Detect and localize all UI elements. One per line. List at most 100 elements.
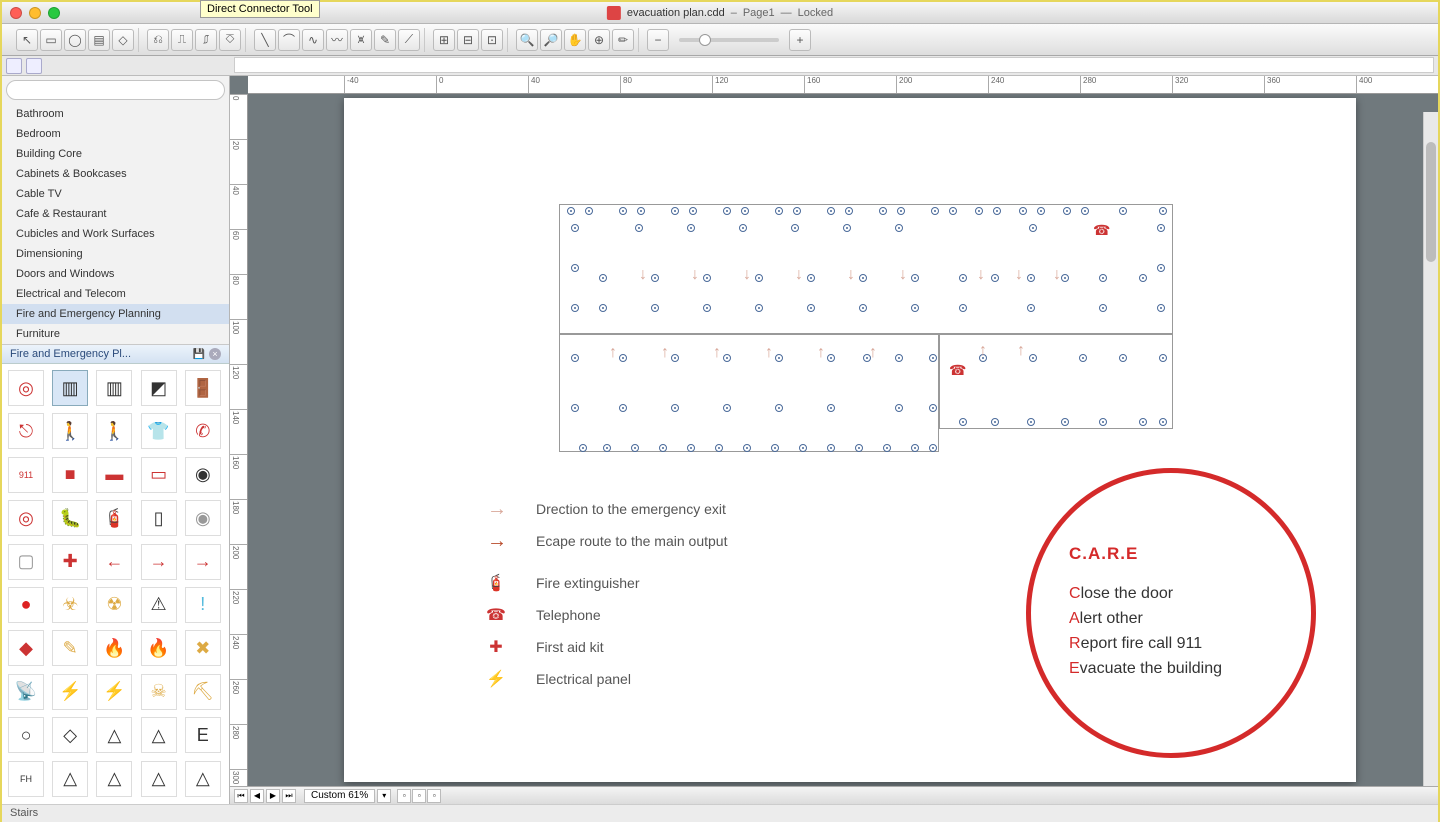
shape-item[interactable]: 🧯: [96, 500, 132, 536]
shape-item[interactable]: ▭: [141, 457, 177, 493]
spline-tool[interactable]: 〰: [326, 29, 348, 51]
shape-item[interactable]: ▯: [141, 500, 177, 536]
shape-item[interactable]: ✆: [185, 413, 221, 449]
zoom-display[interactable]: Custom 61%: [304, 789, 375, 803]
shape-item[interactable]: →: [141, 544, 177, 580]
library-list-icon[interactable]: [26, 58, 42, 74]
shape-item[interactable]: ▥: [52, 370, 88, 406]
line-tool[interactable]: ╲: [254, 29, 276, 51]
shape-item[interactable]: ○: [8, 717, 44, 753]
category-item[interactable]: Cubicles and Work Surfaces: [2, 224, 229, 244]
connector-tool-1[interactable]: ⎌: [147, 29, 169, 51]
ungroup-tool[interactable]: ⊟: [457, 29, 479, 51]
shape-item[interactable]: ☠: [141, 674, 177, 710]
category-item[interactable]: Cable TV: [2, 184, 229, 204]
bezier-tool[interactable]: ⟋: [398, 29, 420, 51]
shape-item[interactable]: 📡: [8, 674, 44, 710]
category-item[interactable]: Building Core: [2, 144, 229, 164]
shape-item[interactable]: ◇: [52, 717, 88, 753]
ellipse-tool[interactable]: ◯: [64, 29, 86, 51]
panel-save-icon[interactable]: 💾: [193, 349, 205, 360]
shape-item[interactable]: 🐛: [52, 500, 88, 536]
search-input[interactable]: [6, 80, 225, 100]
scrollbar-thumb[interactable]: [1426, 142, 1436, 262]
text-tool[interactable]: ▤: [88, 29, 110, 51]
shape-item[interactable]: ◉: [185, 500, 221, 536]
shape-item[interactable]: ⎋: [8, 413, 44, 449]
page-next-button[interactable]: ▶: [266, 789, 280, 803]
snap-tool[interactable]: ⊕: [588, 29, 610, 51]
shape-item[interactable]: ▬: [96, 457, 132, 493]
page-last-button[interactable]: ⏭: [282, 789, 296, 803]
view-mode-3[interactable]: ▫: [427, 789, 441, 803]
shape-item[interactable]: ←: [96, 544, 132, 580]
shape-item[interactable]: 🚶: [96, 413, 132, 449]
shape-item[interactable]: ◉: [185, 457, 221, 493]
pointer-tool[interactable]: ↖: [16, 29, 38, 51]
library-view-icon[interactable]: [6, 58, 22, 74]
shape-item[interactable]: ⚡: [96, 674, 132, 710]
zoom-out-tool[interactable]: 🔎: [540, 29, 562, 51]
category-item[interactable]: Cafe & Restaurant: [2, 204, 229, 224]
zoom-in-tool[interactable]: 🔍: [516, 29, 538, 51]
shape-item[interactable]: ✖: [185, 630, 221, 666]
panel-close-icon[interactable]: ×: [209, 348, 221, 360]
shape-item[interactable]: △: [52, 761, 88, 797]
close-window-button[interactable]: [10, 7, 22, 19]
shape-item[interactable]: !: [185, 587, 221, 623]
shape-item[interactable]: ⚡: [52, 674, 88, 710]
category-item[interactable]: Bedroom: [2, 124, 229, 144]
zoom-slider-thumb[interactable]: [699, 34, 711, 46]
connector-tool-2[interactable]: ⎍: [171, 29, 193, 51]
freehand-tool[interactable]: ✎: [374, 29, 396, 51]
category-item[interactable]: Cabinets & Bookcases: [2, 164, 229, 184]
category-item[interactable]: Doors and Windows: [2, 264, 229, 284]
shape-item[interactable]: 911: [8, 457, 44, 493]
zoom-slider[interactable]: [679, 38, 779, 42]
connector-tool-4[interactable]: ⎏: [219, 29, 241, 51]
page-prev-button[interactable]: ◀: [250, 789, 264, 803]
shape-tool[interactable]: ◇: [112, 29, 134, 51]
shape-item[interactable]: ◎: [8, 370, 44, 406]
page-first-button[interactable]: ⏮: [234, 789, 248, 803]
rect-tool[interactable]: ▭: [40, 29, 62, 51]
shape-item[interactable]: ■: [52, 457, 88, 493]
shape-item[interactable]: ✎: [52, 630, 88, 666]
shape-item[interactable]: ☣: [52, 587, 88, 623]
shape-item[interactable]: 🔥: [141, 630, 177, 666]
zoom-plus-button[interactable]: +: [789, 29, 811, 51]
shape-item[interactable]: △: [96, 717, 132, 753]
shape-item[interactable]: ◩: [141, 370, 177, 406]
shape-item[interactable]: 🚪: [185, 370, 221, 406]
shape-item[interactable]: ◎: [8, 500, 44, 536]
shape-item[interactable]: ⚠: [141, 587, 177, 623]
arc-tool[interactable]: ⌒: [278, 29, 300, 51]
polyline-tool[interactable]: ⩙: [350, 29, 372, 51]
vertical-scrollbar[interactable]: [1423, 112, 1438, 786]
category-item[interactable]: Electrical and Telecom: [2, 284, 229, 304]
connector-tool-3[interactable]: ⎎: [195, 29, 217, 51]
category-item[interactable]: Bathroom: [2, 104, 229, 124]
shape-item[interactable]: ●: [8, 587, 44, 623]
shape-item[interactable]: 🚶: [52, 413, 88, 449]
shape-item[interactable]: 🔥: [96, 630, 132, 666]
zoom-window-button[interactable]: [48, 7, 60, 19]
curve-tool[interactable]: ∿: [302, 29, 324, 51]
zoom-minus-button[interactable]: −: [647, 29, 669, 51]
minimize-window-button[interactable]: [29, 7, 41, 19]
category-item[interactable]: Fire and Emergency Planning: [2, 304, 229, 324]
shape-item[interactable]: ✚: [52, 544, 88, 580]
shape-item[interactable]: △: [185, 761, 221, 797]
shape-item[interactable]: FH: [8, 761, 44, 797]
category-item[interactable]: Dimensioning: [2, 244, 229, 264]
shape-item[interactable]: ▢: [8, 544, 44, 580]
shape-item[interactable]: △: [141, 717, 177, 753]
shape-item[interactable]: △: [141, 761, 177, 797]
shape-item[interactable]: ◆: [8, 630, 44, 666]
view-mode-1[interactable]: ▫: [397, 789, 411, 803]
shape-item[interactable]: →: [185, 544, 221, 580]
shape-item[interactable]: ⛏: [185, 674, 221, 710]
shape-item[interactable]: E: [185, 717, 221, 753]
shape-item[interactable]: △: [96, 761, 132, 797]
shape-item[interactable]: ☢: [96, 587, 132, 623]
